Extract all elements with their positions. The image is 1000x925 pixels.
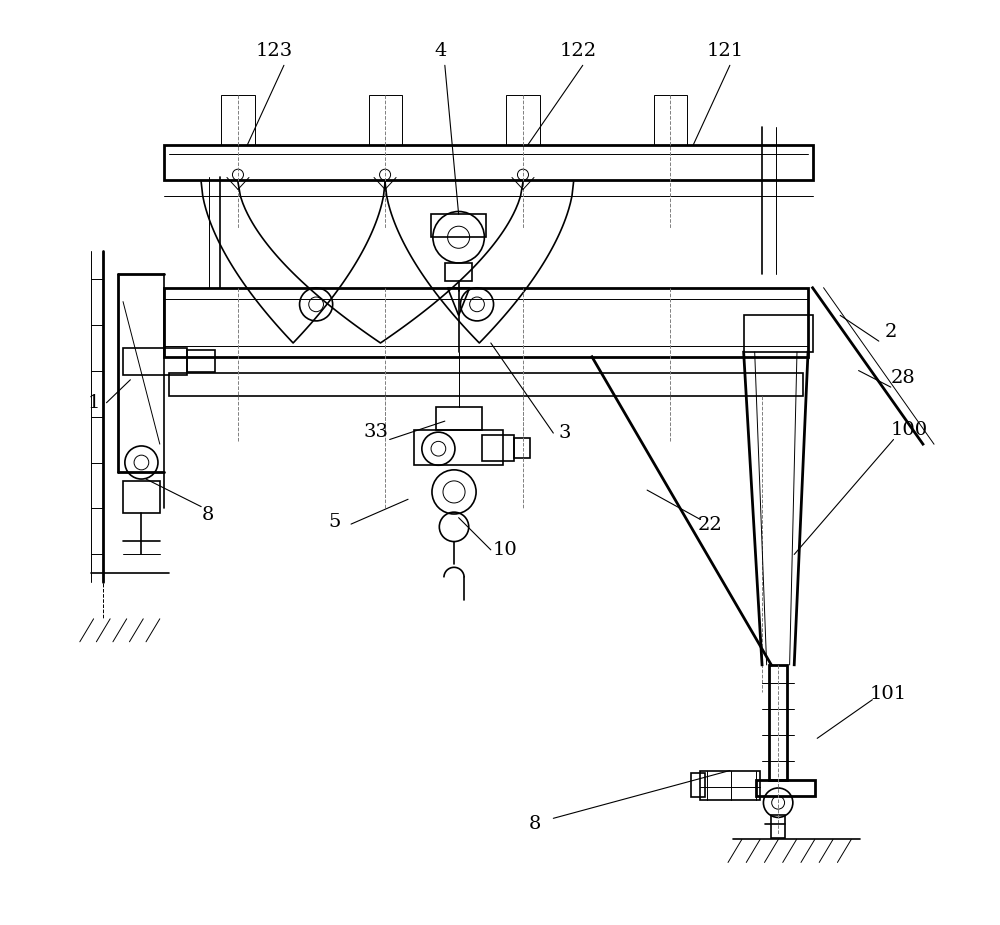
Bar [514,438,530,458]
Text: 10: 10 [492,541,517,559]
Text: 121: 121 [707,42,744,59]
Text: 1: 1 [87,394,100,412]
Bar [169,374,803,396]
Text: 33: 33 [363,423,388,441]
Text: 8: 8 [201,506,214,524]
Text: 28: 28 [890,369,915,387]
Bar [436,407,482,430]
Bar [771,815,785,838]
Bar [482,435,514,461]
Text: 2: 2 [885,323,897,341]
Bar [691,773,705,797]
Text: 122: 122 [560,42,597,59]
Bar [414,430,503,465]
Text: 22: 22 [697,516,722,534]
Text: 8: 8 [529,815,541,832]
Text: 3: 3 [558,424,571,442]
Bar [221,94,255,145]
Bar [187,351,215,373]
Bar [445,263,472,281]
Text: 5: 5 [328,513,341,531]
Bar [123,481,160,513]
Bar [654,94,687,145]
Bar [123,348,187,376]
Bar [506,94,540,145]
Text: 123: 123 [256,42,293,59]
Text: 4: 4 [434,42,446,59]
Bar [164,145,813,180]
Bar [756,780,815,796]
Text: 101: 101 [869,685,907,703]
Bar [700,771,760,800]
Bar [369,94,402,145]
Bar [744,315,813,352]
Bar [431,215,486,237]
Bar [769,665,787,780]
Bar [164,288,808,357]
Text: 100: 100 [891,421,928,439]
